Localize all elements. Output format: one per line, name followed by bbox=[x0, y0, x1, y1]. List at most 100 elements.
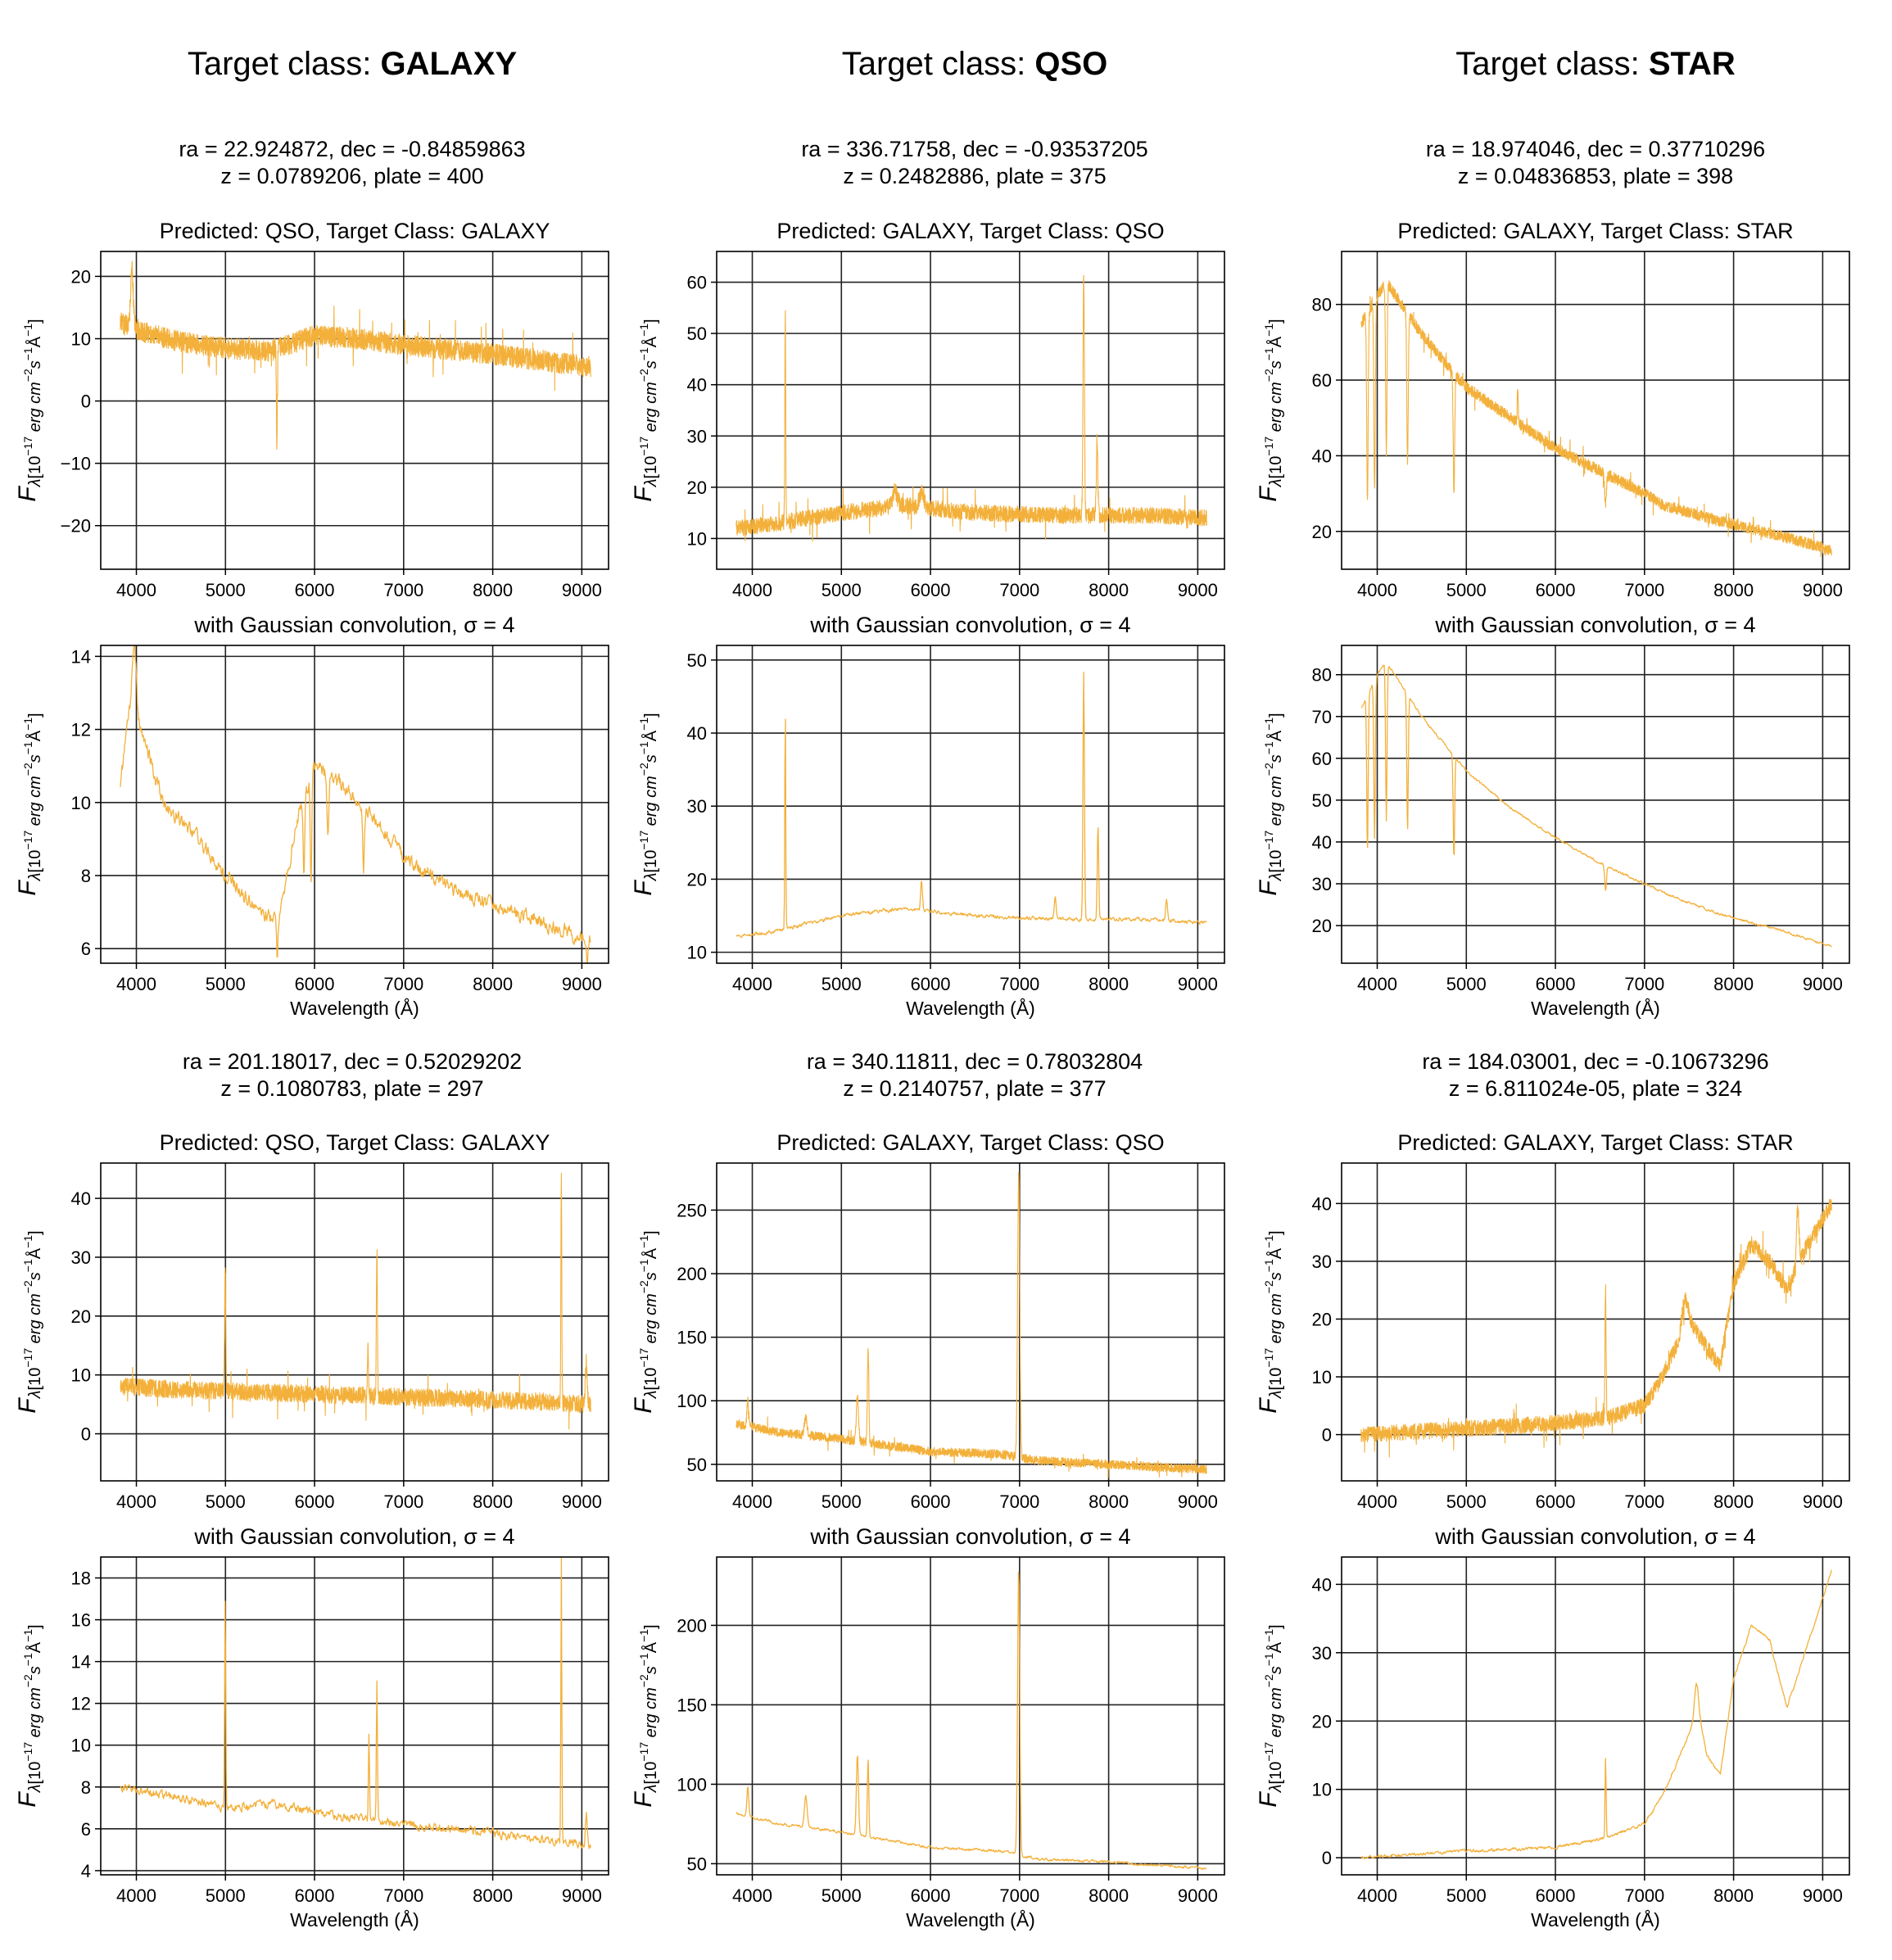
plot-frame bbox=[100, 1556, 609, 1876]
x-tick-label: 5000 bbox=[822, 1492, 862, 1512]
y-tick-label: 100 bbox=[677, 1391, 707, 1411]
x-axis-label: Wavelength (Å) bbox=[290, 997, 419, 1019]
spectrum-line bbox=[1360, 280, 1832, 558]
redshift-plate-text: z = 0.2140757, plate = 377 bbox=[843, 1076, 1107, 1101]
spectrum-line bbox=[736, 671, 1207, 939]
plot-frame bbox=[100, 1162, 609, 1482]
x-tick-label: 7000 bbox=[383, 1885, 423, 1906]
x-tick-label: 7000 bbox=[999, 1492, 1039, 1512]
panel-title: with Gaussian convolution, σ = 4 bbox=[193, 1524, 514, 1549]
spectrum-metadata-r1c1: ra = 22.924872, dec = -0.84859863 z = 0.… bbox=[41, 136, 663, 190]
y-axis-label: Fλ[10−17 erg cm−2s−1Å−1] bbox=[1255, 1624, 1285, 1807]
coordinates-text: ra = 201.18017, dec = 0.52029202 bbox=[182, 1049, 523, 1074]
x-tick-label: 9000 bbox=[1178, 1492, 1218, 1512]
y-tick-label: 200 bbox=[677, 1264, 707, 1284]
y-tick-label: 40 bbox=[687, 375, 707, 396]
x-tick-label: 8000 bbox=[473, 580, 513, 600]
coordinates-text: ra = 184.03001, dec = -0.10673296 bbox=[1422, 1049, 1769, 1074]
spectrum-panel-r2c2s: with Gaussian convolution, σ = 4 4000 5000… bbox=[630, 1524, 1225, 1931]
x-tick-label: 8000 bbox=[1089, 1492, 1129, 1512]
x-tick-label: 6000 bbox=[911, 1885, 951, 1906]
y-tick-label: 50 bbox=[687, 1455, 707, 1475]
x-tick-label: 8000 bbox=[473, 974, 513, 994]
spectrum-line bbox=[1360, 664, 1832, 948]
x-tick-label: 5000 bbox=[206, 1492, 246, 1512]
y-tick-label: 50 bbox=[1312, 790, 1332, 811]
y-tick-label: 14 bbox=[71, 1652, 91, 1673]
x-tick-label: 8000 bbox=[1713, 1492, 1754, 1512]
x-tick-label: 6000 bbox=[1536, 974, 1576, 994]
plot-frame bbox=[1341, 251, 1850, 570]
x-tick-label: 6000 bbox=[295, 1885, 335, 1906]
y-tick-label: 40 bbox=[687, 723, 707, 744]
x-tick-label: 8000 bbox=[1089, 580, 1129, 600]
plot-frame bbox=[716, 1162, 1225, 1482]
y-tick-label: 16 bbox=[71, 1610, 91, 1631]
x-tick-label: 4000 bbox=[116, 580, 156, 600]
y-tick-label: 30 bbox=[687, 426, 707, 446]
x-tick-label: 4000 bbox=[732, 580, 772, 600]
plot-frame bbox=[100, 251, 609, 570]
panel-title: with Gaussian convolution, σ = 4 bbox=[193, 613, 514, 637]
y-tick-label: 30 bbox=[687, 796, 707, 817]
spectrum-metadata-r1c2: ra = 336.71758, dec = -0.93537205 z = 0.… bbox=[663, 136, 1286, 190]
plot-frame bbox=[716, 1556, 1225, 1876]
y-tick-label: 10 bbox=[687, 943, 707, 963]
x-tick-label: 6000 bbox=[911, 974, 951, 994]
spectrum-metadata-r2c3: ra = 184.03001, dec = -0.10673296 z = 6.… bbox=[1284, 1048, 1892, 1102]
y-tick-label: 8 bbox=[81, 1777, 91, 1798]
x-tick-label: 9000 bbox=[1178, 1885, 1218, 1906]
y-tick-label: 250 bbox=[677, 1200, 707, 1220]
x-tick-label: 6000 bbox=[295, 1492, 335, 1512]
y-tick-label: 20 bbox=[1312, 1711, 1332, 1731]
spectrum-line bbox=[120, 260, 591, 450]
x-tick-label: 7000 bbox=[1624, 974, 1664, 994]
y-tick-label: 20 bbox=[687, 869, 707, 889]
y-tick-label: 60 bbox=[1312, 749, 1332, 769]
x-tick-label: 7000 bbox=[1624, 1492, 1664, 1512]
y-tick-label: 80 bbox=[1312, 295, 1332, 315]
y-tick-label: 40 bbox=[1312, 1193, 1332, 1214]
panel-title: Predicted: GALAXY, Target Class: STAR bbox=[1397, 219, 1793, 243]
panel-title: Predicted: QSO, Target Class: GALAXY bbox=[160, 219, 550, 243]
x-tick-label: 8000 bbox=[473, 1492, 513, 1512]
coordinates-text: ra = 22.924872, dec = -0.84859863 bbox=[179, 137, 526, 161]
x-tick-label: 9000 bbox=[1178, 580, 1218, 600]
redshift-plate-text: z = 0.2482886, plate = 375 bbox=[843, 164, 1107, 188]
y-tick-label: 10 bbox=[71, 1365, 91, 1386]
y-tick-label: 8 bbox=[81, 866, 91, 886]
y-tick-label: 0 bbox=[81, 1424, 91, 1445]
x-tick-label: 6000 bbox=[911, 1492, 951, 1512]
spectrum-panel-r1c2s: with Gaussian convolution, σ = 4 4000 5000… bbox=[630, 613, 1225, 1019]
spectrum-line bbox=[120, 1556, 591, 1849]
redshift-plate-text: z = 6.811024e-05, plate = 324 bbox=[1448, 1076, 1743, 1101]
plot-frame bbox=[1341, 1162, 1850, 1482]
x-tick-label: 5000 bbox=[1446, 974, 1487, 994]
y-tick-label: 0 bbox=[81, 392, 91, 412]
x-tick-label: 9000 bbox=[1178, 974, 1218, 994]
panel-title: Predicted: GALAXY, Target Class: QSO bbox=[776, 1130, 1164, 1155]
x-axis-label: Wavelength (Å) bbox=[1531, 1908, 1660, 1931]
panel-title: Predicted: QSO, Target Class: GALAXY bbox=[160, 1130, 550, 1155]
x-tick-label: 8000 bbox=[473, 1885, 513, 1906]
spectrum-panel-r2c2: Predicted: GALAXY, Target Class: QSO 4000… bbox=[630, 1130, 1225, 1512]
y-tick-label: 10 bbox=[1312, 1780, 1332, 1800]
x-tick-label: 6000 bbox=[1536, 1492, 1576, 1512]
x-tick-label: 6000 bbox=[911, 580, 951, 600]
y-axis-label: Fλ[10−17 erg cm−2s−1Å−1] bbox=[630, 1624, 660, 1807]
y-tick-label: 20 bbox=[1312, 1309, 1332, 1329]
y-tick-label: −10 bbox=[61, 454, 91, 474]
x-tick-label: 6000 bbox=[295, 580, 335, 600]
x-tick-label: 9000 bbox=[562, 974, 602, 994]
spectrum-panel-r2c1s: with Gaussian convolution, σ = 4 4000 5000… bbox=[14, 1524, 609, 1931]
y-tick-label: 4 bbox=[81, 1861, 91, 1881]
x-tick-label: 5000 bbox=[1446, 580, 1487, 600]
y-axis-label: Fλ[10−17 erg cm−2s−1Å−1] bbox=[14, 1230, 44, 1413]
x-tick-label: 7000 bbox=[383, 974, 423, 994]
x-tick-label: 6000 bbox=[1536, 580, 1576, 600]
x-tick-label: 4000 bbox=[1357, 1885, 1397, 1906]
y-tick-label: 80 bbox=[1312, 665, 1332, 686]
spectrum-panel-r1c1: Predicted: QSO, Target Class: GALAXY 4000… bbox=[14, 219, 609, 600]
x-tick-label: 6000 bbox=[1536, 1885, 1576, 1906]
spectrum-metadata-r1c3: ra = 18.974046, dec = 0.37710296 z = 0.0… bbox=[1284, 136, 1892, 190]
